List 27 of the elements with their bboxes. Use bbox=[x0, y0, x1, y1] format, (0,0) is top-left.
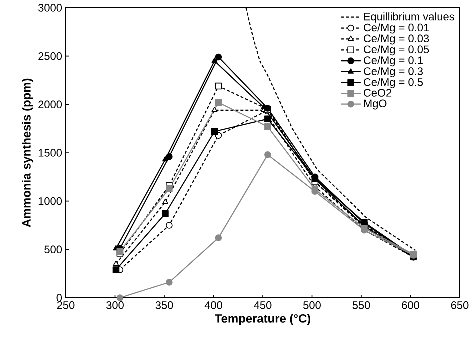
legend-label: Ce/Mg = 0.01 bbox=[364, 24, 430, 34]
y-tick-label: 3000 bbox=[38, 4, 62, 12]
x-tick-label: 300 bbox=[106, 302, 124, 310]
y-tick-label: 1000 bbox=[38, 197, 62, 206]
legend-label: Ce/Mg = 0.05 bbox=[364, 45, 430, 56]
y-tick-label: 2000 bbox=[38, 100, 62, 109]
y-tick-label: 1500 bbox=[38, 149, 62, 157]
y-tick-label: 2500 bbox=[38, 52, 62, 60]
y-tick-label: 500 bbox=[44, 246, 62, 254]
legend-label: Equillibrium values bbox=[364, 12, 454, 23]
x-tick-label: 650 bbox=[451, 302, 469, 310]
x-tick-label: 450 bbox=[254, 302, 272, 310]
legend-label: Ce/Mg = 0.1 bbox=[364, 56, 423, 67]
legend-label: MgO bbox=[364, 100, 387, 110]
legend-label: CeO2 bbox=[364, 89, 392, 97]
x-axis-title: Temperature (°C) bbox=[215, 314, 311, 326]
legend-label: Ce/Mg = 0.03 bbox=[364, 34, 430, 45]
x-tick-label: 250 bbox=[57, 302, 75, 310]
legend-label: Ce/Mg = 0.5 bbox=[364, 78, 423, 88]
legend-label: Ce/Mg = 0.3 bbox=[364, 67, 423, 78]
x-tick-label: 550 bbox=[352, 302, 370, 310]
x-tick-label: 500 bbox=[304, 302, 321, 310]
x-tick-label: 600 bbox=[402, 302, 420, 310]
y-tick-label: 0 bbox=[56, 294, 62, 302]
x-tick-label: 400 bbox=[204, 302, 222, 310]
x-tick-label: 350 bbox=[156, 302, 174, 310]
y-axis-title: Ammonia synthesis (ppm) bbox=[22, 78, 34, 228]
